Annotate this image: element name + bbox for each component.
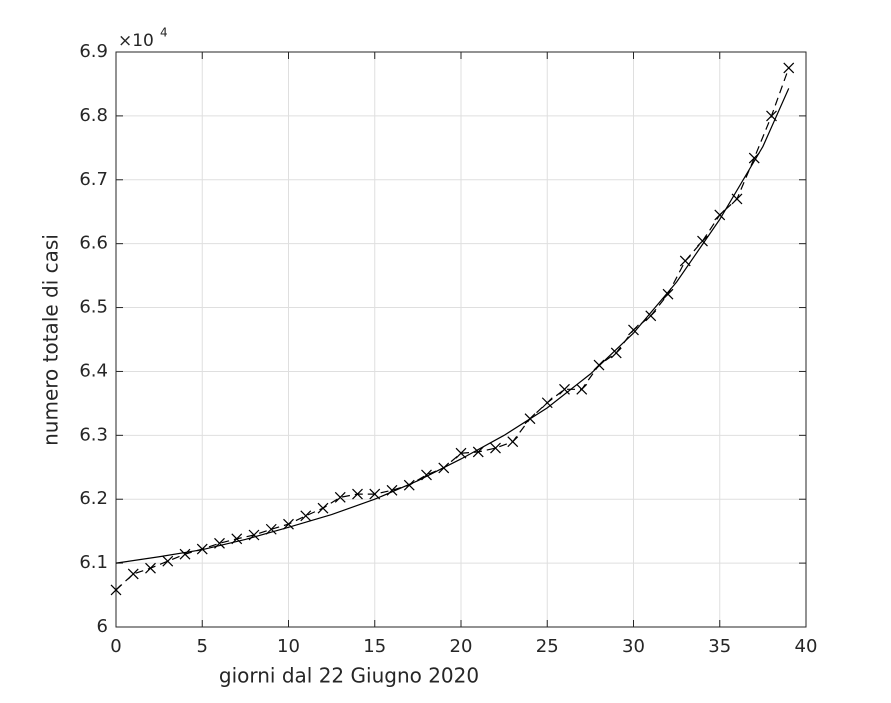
marker: [283, 518, 294, 530]
x-tick-label: 0: [110, 636, 121, 657]
y-tick-label: 6.8: [79, 105, 108, 126]
marker: [490, 442, 501, 454]
y-multiplier: ×10: [118, 31, 154, 51]
marker: [127, 568, 139, 580]
y-tick-label: 6.2: [79, 488, 108, 509]
marker: [628, 324, 639, 336]
marker: [472, 446, 484, 458]
marker: [714, 209, 726, 221]
marker: [645, 310, 657, 322]
marker: [110, 584, 122, 596]
marker: [162, 555, 174, 567]
x-tick-label: 35: [708, 636, 731, 657]
marker: [697, 235, 708, 247]
marker: [662, 288, 674, 300]
y-tick-label: 6: [97, 616, 108, 637]
y-multiplier-exponent: 4: [160, 26, 168, 40]
x-tick-label: 40: [795, 636, 818, 657]
y-tick-label: 6.6: [79, 233, 108, 254]
marker: [334, 491, 346, 503]
marker: [610, 347, 622, 359]
x-tick-label: 5: [197, 636, 208, 657]
marker: [196, 543, 208, 555]
marker: [145, 562, 156, 574]
x-tick-label: 25: [536, 636, 559, 657]
y-tick-label: 6.1: [79, 552, 108, 573]
series-line: [115, 88, 790, 564]
marker: [317, 502, 329, 514]
x-tick-label: 15: [363, 636, 386, 657]
y-tick-label: 6.9: [79, 41, 108, 62]
series-line: [115, 67, 790, 591]
y-tick-label: 6.3: [79, 424, 108, 445]
marker: [179, 548, 191, 560]
x-tick-label: 10: [277, 636, 300, 657]
marker: [403, 479, 415, 491]
marker: [783, 62, 795, 74]
y-tick-label: 6.4: [79, 360, 108, 381]
marker: [507, 436, 519, 448]
y-tick-label: 6.7: [79, 169, 108, 190]
marker: [559, 383, 570, 395]
marker: [300, 510, 312, 522]
y-axis-label: numero totale di casi: [39, 234, 63, 446]
plot-frame: [115, 51, 807, 628]
marker: [352, 488, 363, 500]
x-tick-label: 20: [450, 636, 473, 657]
y-tick-label: 6.5: [79, 297, 108, 318]
marker: [541, 397, 553, 409]
x-axis-label: giorni dal 22 Giugno 2020: [219, 664, 479, 688]
x-tick-label: 30: [622, 636, 645, 657]
marker: [576, 383, 588, 395]
